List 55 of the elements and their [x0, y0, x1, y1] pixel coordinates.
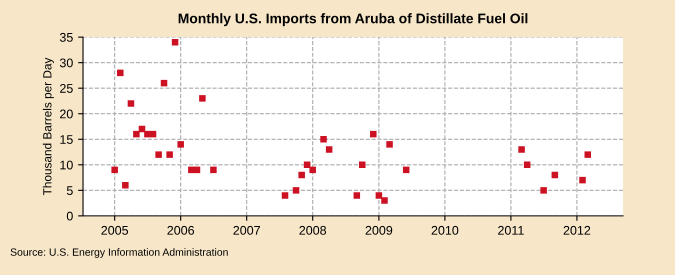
y-tick-label: 5 — [66, 186, 73, 195]
point — [402, 166, 410, 174]
point — [320, 136, 327, 143]
point — [518, 146, 525, 153]
point — [194, 166, 200, 174]
x-tick-label: 2012 — [564, 226, 590, 235]
point — [579, 176, 586, 184]
point — [155, 151, 162, 158]
x-tick-label: 2011 — [498, 226, 524, 235]
y-tick-label: 0 — [66, 212, 73, 221]
y-axis-title: Thousand Barrels per Day — [42, 58, 54, 196]
point — [540, 187, 547, 194]
point — [376, 192, 382, 199]
point — [358, 162, 366, 168]
point — [122, 182, 129, 188]
point — [584, 151, 592, 158]
x-tick-label: 2008 — [299, 226, 326, 235]
x-tick-label: 2005 — [101, 226, 128, 235]
y-tick-label: 20 — [60, 110, 73, 118]
point — [282, 192, 288, 199]
point — [199, 95, 206, 102]
point — [381, 197, 388, 204]
y-tick-label: 35 — [60, 32, 73, 42]
point — [166, 151, 173, 158]
point — [524, 162, 530, 168]
y-tick-label: 15 — [60, 135, 73, 144]
y-tick-label: 10 — [60, 160, 73, 170]
y-tick-label: 30 — [60, 58, 73, 68]
point — [172, 38, 178, 46]
point — [210, 166, 217, 174]
point — [326, 146, 332, 153]
point — [552, 172, 558, 178]
point — [177, 141, 184, 148]
x-tick-label: 2007 — [233, 226, 260, 235]
source-note: Source: U.S. Energy Information Administration — [10, 248, 228, 258]
point — [117, 70, 124, 76]
point — [138, 126, 146, 132]
x-tick-label: 2010 — [432, 226, 458, 235]
point — [386, 141, 393, 148]
chart-title: Monthly U.S. Imports from Aruba of Distillate Fuel Oil — [178, 13, 528, 26]
point — [292, 187, 300, 194]
x-tick-label: 2006 — [167, 226, 194, 235]
point — [370, 130, 377, 138]
point — [150, 130, 156, 138]
point — [144, 130, 151, 138]
x-tick-label: 2009 — [366, 226, 392, 235]
point — [128, 100, 134, 107]
y-tick-label: 25 — [60, 84, 73, 93]
point — [309, 166, 316, 174]
point — [160, 80, 168, 86]
point — [298, 172, 305, 178]
point — [133, 130, 140, 138]
point — [304, 162, 310, 168]
point — [111, 166, 118, 174]
point — [354, 192, 360, 199]
